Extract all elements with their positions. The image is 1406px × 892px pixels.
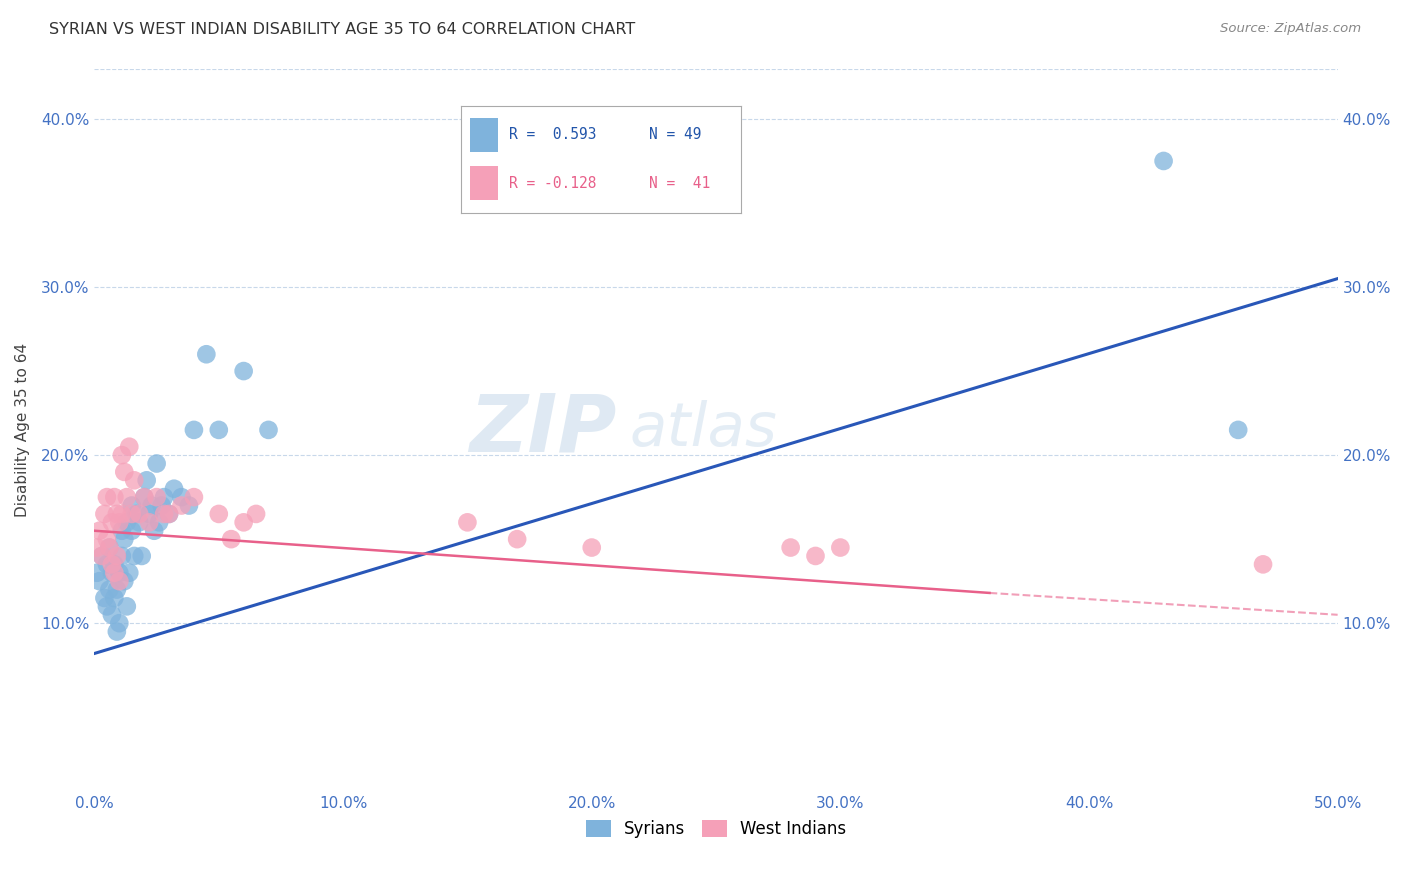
- Point: [101, 516, 124, 530]
- Point: [101, 566, 124, 580]
- Point: [89, 524, 111, 538]
- Point: [105, 624, 128, 639]
- Point: [121, 499, 143, 513]
- Point: [138, 516, 160, 530]
- Point: [153, 490, 176, 504]
- Point: [157, 507, 180, 521]
- Point: [96, 490, 118, 504]
- Point: [1153, 153, 1175, 168]
- Point: [195, 347, 218, 361]
- Point: [153, 507, 176, 521]
- Point: [121, 524, 143, 538]
- Point: [112, 532, 135, 546]
- Y-axis label: Disability Age 35 to 64: Disability Age 35 to 64: [15, 343, 30, 517]
- Point: [232, 364, 254, 378]
- Point: [111, 549, 134, 563]
- Point: [105, 582, 128, 597]
- Point: [105, 549, 128, 563]
- Text: Source: ZipAtlas.com: Source: ZipAtlas.com: [1220, 22, 1361, 36]
- Point: [112, 574, 135, 589]
- Point: [134, 490, 156, 504]
- Point: [111, 448, 134, 462]
- Point: [96, 532, 118, 546]
- Point: [103, 591, 125, 605]
- Point: [208, 423, 231, 437]
- Point: [183, 490, 205, 504]
- Point: [581, 541, 603, 555]
- Point: [170, 490, 193, 504]
- Text: atlas: atlas: [628, 401, 778, 459]
- Point: [86, 566, 108, 580]
- Point: [86, 541, 108, 555]
- Point: [108, 566, 131, 580]
- Point: [131, 549, 153, 563]
- Point: [90, 549, 112, 563]
- Point: [90, 549, 112, 563]
- Point: [96, 599, 118, 614]
- Point: [111, 507, 134, 521]
- Point: [804, 549, 827, 563]
- Point: [456, 516, 478, 530]
- Point: [98, 541, 121, 555]
- Point: [141, 499, 163, 513]
- Point: [122, 473, 145, 487]
- Point: [135, 473, 157, 487]
- Point: [98, 541, 121, 555]
- Point: [219, 532, 242, 546]
- Point: [1227, 423, 1250, 437]
- Point: [145, 457, 167, 471]
- Point: [101, 558, 124, 572]
- Point: [163, 482, 186, 496]
- Point: [170, 499, 193, 513]
- Point: [143, 524, 166, 538]
- Point: [108, 616, 131, 631]
- Point: [245, 507, 267, 521]
- Point: [101, 607, 124, 622]
- Point: [103, 558, 125, 572]
- Point: [121, 507, 143, 521]
- Point: [108, 574, 131, 589]
- Text: ZIP: ZIP: [470, 391, 617, 469]
- Point: [118, 566, 141, 580]
- Point: [125, 507, 148, 521]
- Point: [115, 490, 138, 504]
- Point: [103, 490, 125, 504]
- Point: [128, 516, 150, 530]
- Point: [103, 566, 125, 580]
- Point: [138, 507, 160, 521]
- Point: [115, 516, 138, 530]
- Point: [232, 516, 254, 530]
- Point: [150, 499, 173, 513]
- Point: [108, 516, 131, 530]
- Point: [98, 582, 121, 597]
- Point: [112, 465, 135, 479]
- Text: SYRIAN VS WEST INDIAN DISABILITY AGE 35 TO 64 CORRELATION CHART: SYRIAN VS WEST INDIAN DISABILITY AGE 35 …: [49, 22, 636, 37]
- Point: [183, 423, 205, 437]
- Point: [115, 599, 138, 614]
- Point: [111, 524, 134, 538]
- Point: [128, 507, 150, 521]
- Point: [830, 541, 852, 555]
- Point: [506, 532, 529, 546]
- Point: [1251, 558, 1274, 572]
- Point: [118, 440, 141, 454]
- Point: [105, 507, 128, 521]
- Point: [134, 490, 156, 504]
- Point: [257, 423, 280, 437]
- Point: [148, 516, 170, 530]
- Point: [89, 574, 111, 589]
- Point: [779, 541, 801, 555]
- Point: [177, 499, 200, 513]
- Point: [122, 549, 145, 563]
- Point: [93, 591, 115, 605]
- Point: [145, 490, 167, 504]
- Point: [157, 507, 180, 521]
- Point: [208, 507, 231, 521]
- Point: [93, 507, 115, 521]
- Legend: Syrians, West Indians: Syrians, West Indians: [579, 813, 853, 845]
- Point: [96, 558, 118, 572]
